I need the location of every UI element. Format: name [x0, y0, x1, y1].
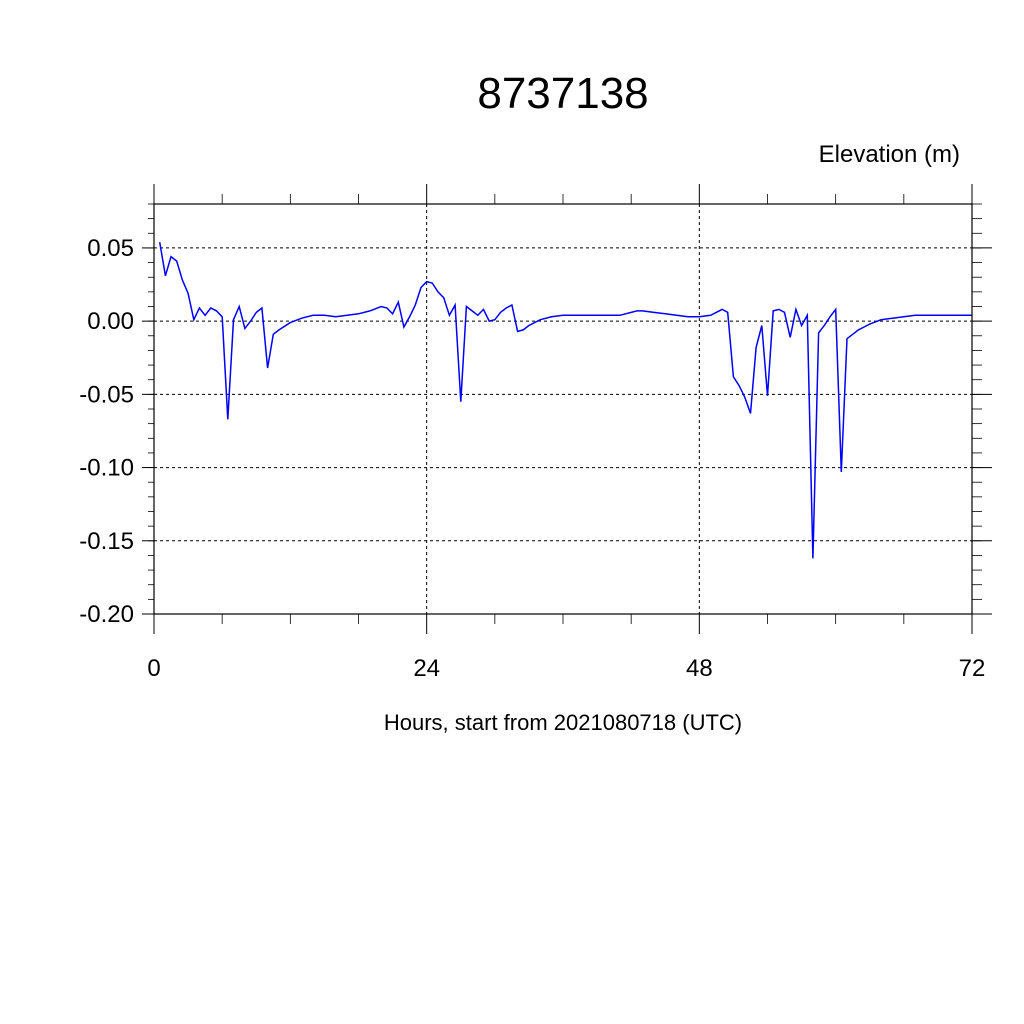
- plot-frame: [153, 203, 973, 615]
- axis-ticks: [142, 184, 992, 634]
- y-axis-label: Elevation (m): [819, 141, 960, 168]
- tick-labels: 0.05 0.00 -0.05 -0.10 -0.15 -0.20 0 24 48 72: [79, 235, 985, 682]
- series-line-elevation: [158, 241, 972, 559]
- y-tick-label: 0.00: [87, 308, 134, 335]
- x-tick-label: 0: [147, 655, 160, 682]
- y-tick-label: -0.20: [79, 601, 134, 628]
- y-tick-label: 0.05: [87, 235, 134, 262]
- y-tick-label: -0.10: [79, 455, 134, 482]
- y-tick-label: -0.05: [79, 381, 134, 408]
- x-tick-label: 72: [959, 655, 986, 682]
- x-tick-label: 24: [413, 655, 440, 682]
- grid: [154, 204, 972, 615]
- chart-title: 8737138: [477, 69, 648, 118]
- x-axis-label: Hours, start from 2021080718 (UTC): [384, 710, 742, 735]
- x-tick-label: 48: [686, 655, 713, 682]
- y-tick-label: -0.15: [79, 528, 134, 555]
